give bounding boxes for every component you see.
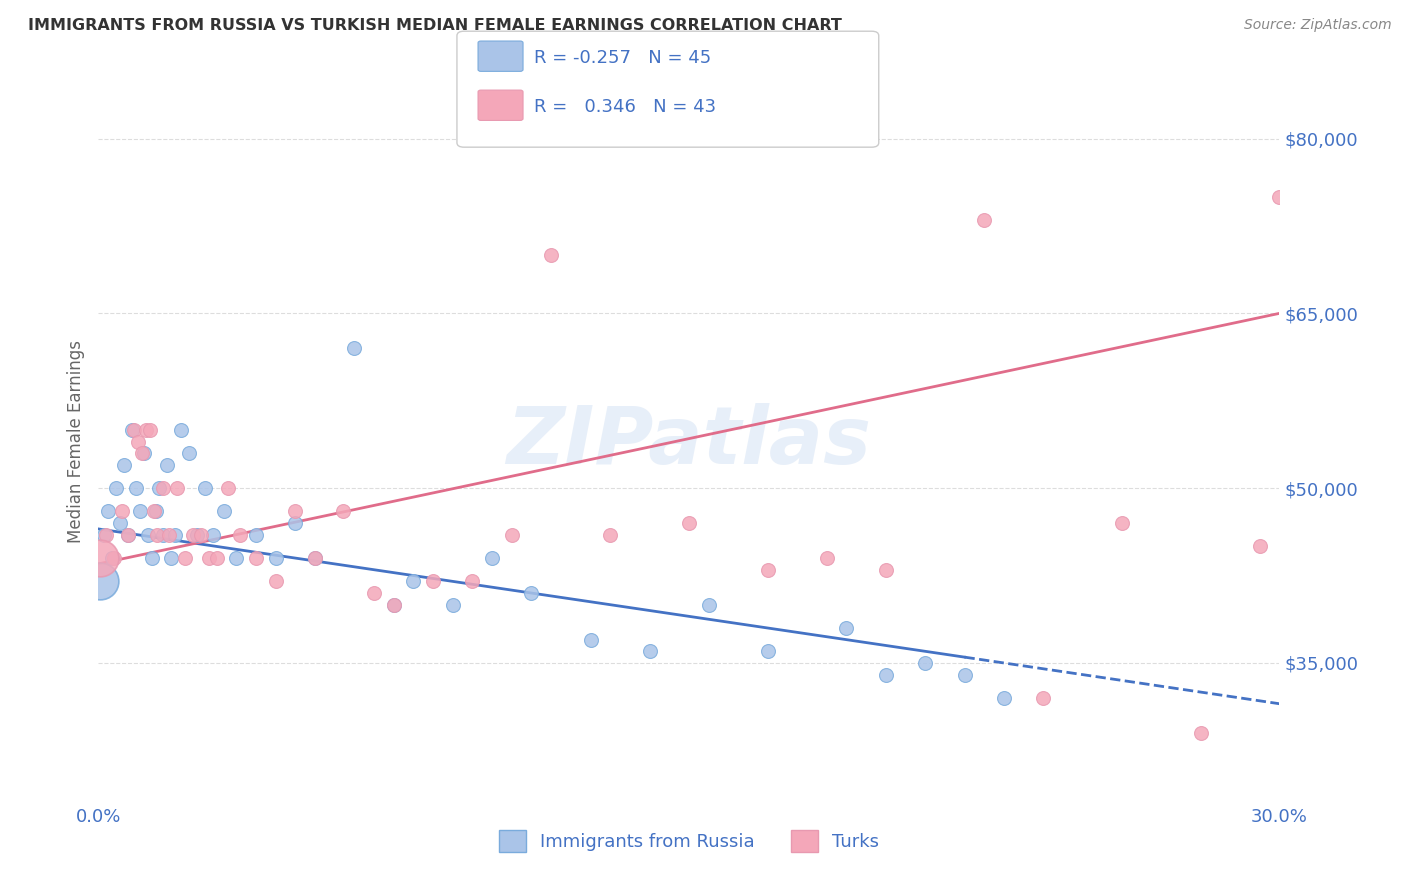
Point — [332, 504, 354, 518]
Point — [197, 551, 219, 566]
Point — [284, 516, 307, 530]
Point — [194, 481, 217, 495]
Point — [205, 551, 228, 566]
Point — [165, 528, 187, 542]
Point — [756, 644, 779, 658]
Point — [170, 423, 193, 437]
Point — [145, 504, 167, 518]
Point — [382, 598, 405, 612]
Point — [131, 446, 153, 460]
Point — [540, 248, 562, 262]
Point — [304, 551, 326, 566]
Point — [953, 667, 976, 681]
Point — [148, 481, 170, 495]
Point — [914, 656, 936, 670]
Point — [103, 551, 125, 566]
Point — [174, 551, 197, 566]
Point — [117, 528, 139, 542]
Point — [177, 446, 200, 460]
Point — [245, 551, 267, 566]
Point — [756, 563, 779, 577]
Point — [112, 458, 135, 472]
Point — [1268, 190, 1291, 204]
Point — [166, 481, 188, 495]
Point — [382, 598, 405, 612]
Point — [108, 516, 131, 530]
Point — [973, 213, 995, 227]
Point — [97, 504, 120, 518]
Text: R = -0.257   N = 45: R = -0.257 N = 45 — [534, 49, 711, 67]
Point — [152, 481, 174, 495]
Point — [135, 423, 157, 437]
Point — [1189, 726, 1212, 740]
Point — [152, 528, 174, 542]
Point — [141, 551, 163, 566]
Point — [160, 551, 183, 566]
Point — [264, 574, 287, 589]
Point — [1032, 690, 1054, 705]
Point — [422, 574, 444, 589]
Point — [225, 551, 247, 566]
Point — [190, 528, 212, 542]
Point — [138, 423, 160, 437]
Point — [186, 528, 208, 542]
Point — [127, 434, 149, 449]
Point — [284, 504, 307, 518]
Legend: Immigrants from Russia, Turks: Immigrants from Russia, Turks — [491, 822, 887, 859]
Point — [678, 516, 700, 530]
Point — [142, 504, 165, 518]
Point — [343, 341, 366, 355]
Point — [402, 574, 425, 589]
Point — [363, 586, 385, 600]
Point — [89, 574, 111, 589]
Text: Source: ZipAtlas.com: Source: ZipAtlas.com — [1244, 18, 1392, 32]
Point — [441, 598, 464, 612]
Point — [697, 598, 720, 612]
Point — [125, 481, 148, 495]
Point — [835, 621, 858, 635]
Point — [201, 528, 224, 542]
Point — [93, 528, 115, 542]
Point — [132, 446, 155, 460]
Point — [136, 528, 159, 542]
Point — [96, 528, 118, 542]
Point — [117, 528, 139, 542]
Point — [121, 423, 143, 437]
Point — [815, 551, 838, 566]
Point — [481, 551, 503, 566]
Point — [264, 551, 287, 566]
Point — [520, 586, 543, 600]
Point — [122, 423, 145, 437]
Point — [214, 504, 236, 518]
Point — [146, 528, 169, 542]
Point — [128, 504, 150, 518]
Point — [217, 481, 239, 495]
Point — [501, 528, 523, 542]
Text: IMMIGRANTS FROM RUSSIA VS TURKISH MEDIAN FEMALE EARNINGS CORRELATION CHART: IMMIGRANTS FROM RUSSIA VS TURKISH MEDIAN… — [28, 18, 842, 33]
Point — [875, 667, 897, 681]
Point — [89, 551, 111, 566]
Point — [993, 690, 1015, 705]
Point — [157, 528, 180, 542]
Point — [1249, 540, 1271, 554]
Point — [304, 551, 326, 566]
Point — [105, 481, 128, 495]
Point — [461, 574, 484, 589]
Text: ZIPatlas: ZIPatlas — [506, 402, 872, 481]
Point — [156, 458, 179, 472]
Point — [875, 563, 897, 577]
Point — [1111, 516, 1133, 530]
Point — [111, 504, 134, 518]
Point — [579, 632, 602, 647]
Text: R =   0.346   N = 43: R = 0.346 N = 43 — [534, 98, 717, 116]
Point — [599, 528, 621, 542]
Point — [101, 551, 124, 566]
Point — [245, 528, 267, 542]
Y-axis label: Median Female Earnings: Median Female Earnings — [66, 340, 84, 543]
Point — [638, 644, 661, 658]
Point — [181, 528, 204, 542]
Point — [229, 528, 252, 542]
